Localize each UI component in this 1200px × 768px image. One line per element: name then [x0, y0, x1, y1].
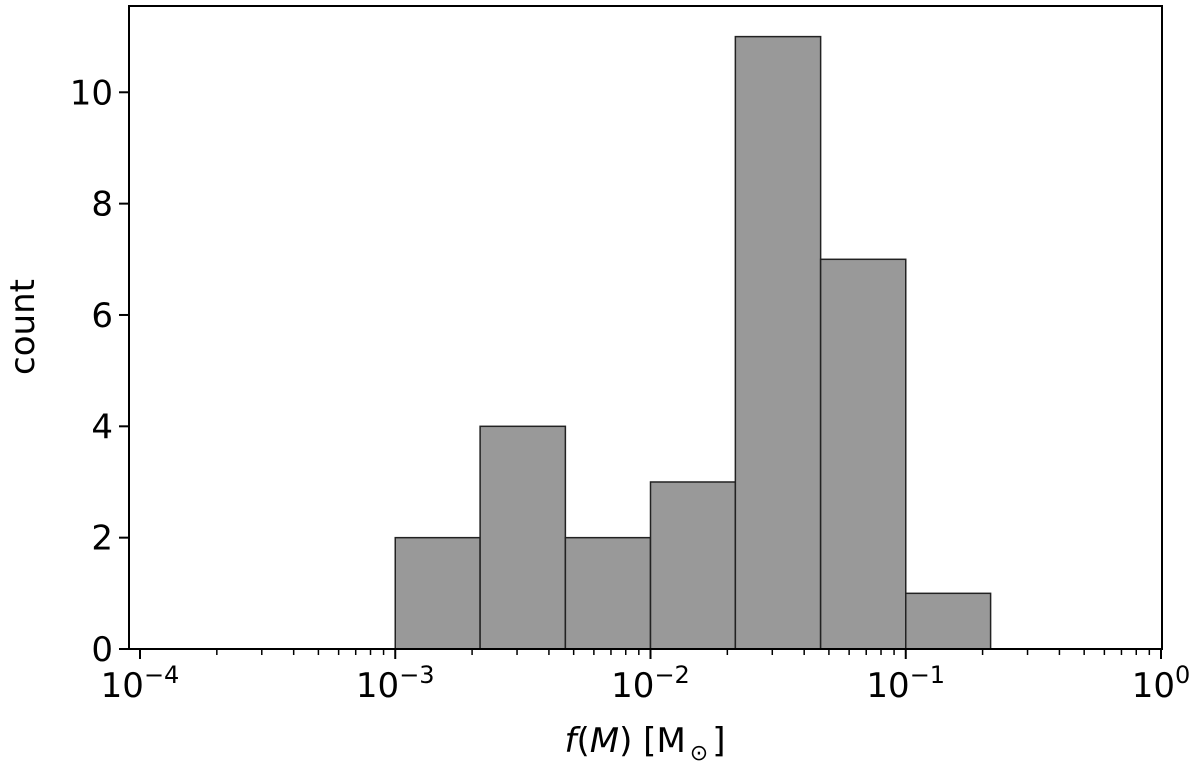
y-tick-label-4: 4 [91, 407, 113, 447]
histogram-bar-5 [734, 35, 822, 650]
x-axis-label-open-paren: ( [576, 721, 589, 761]
y-tick-label-10: 10 [70, 73, 113, 113]
axis-tick-labels: 0 2 4 6 8 10 10−4 10−3 10−2 10−1 100 [70, 73, 1191, 706]
histogram-bar-3 [564, 536, 652, 650]
x-tick-label-2: 10−2 [611, 661, 690, 706]
y-axis-label: count [3, 279, 43, 375]
x-axis-label: f(M) [M ⊙] [565, 721, 726, 766]
x-axis-label-unit: M [656, 721, 685, 761]
x-axis-label-arg: M [590, 721, 619, 761]
y-tick-label-8: 8 [91, 185, 113, 225]
histogram-bar-1 [394, 536, 481, 650]
x-axis-label-bracket: ] [712, 721, 725, 761]
histogram-bar-2 [479, 425, 567, 650]
histogram-bar-7 [905, 592, 992, 650]
histogram-bars [394, 35, 992, 650]
x-tick-label-4: 100 [1132, 661, 1191, 706]
x-tick-label-3: 10−1 [866, 661, 945, 706]
y-tick-label-6: 6 [91, 296, 113, 336]
x-axis-label-unit-sub: ⊙ [690, 741, 708, 766]
x-tick-label-0: 10−4 [101, 661, 180, 706]
histogram-bar-6 [819, 258, 907, 650]
histogram-bar-4 [649, 481, 737, 650]
plot-frame [128, 5, 1163, 650]
x-axis-label-close-paren: ) [ [619, 721, 656, 761]
y-tick-label-2: 2 [91, 519, 113, 559]
y-tick-label-0: 0 [91, 630, 113, 670]
x-tick-label-1: 10−3 [356, 661, 435, 706]
